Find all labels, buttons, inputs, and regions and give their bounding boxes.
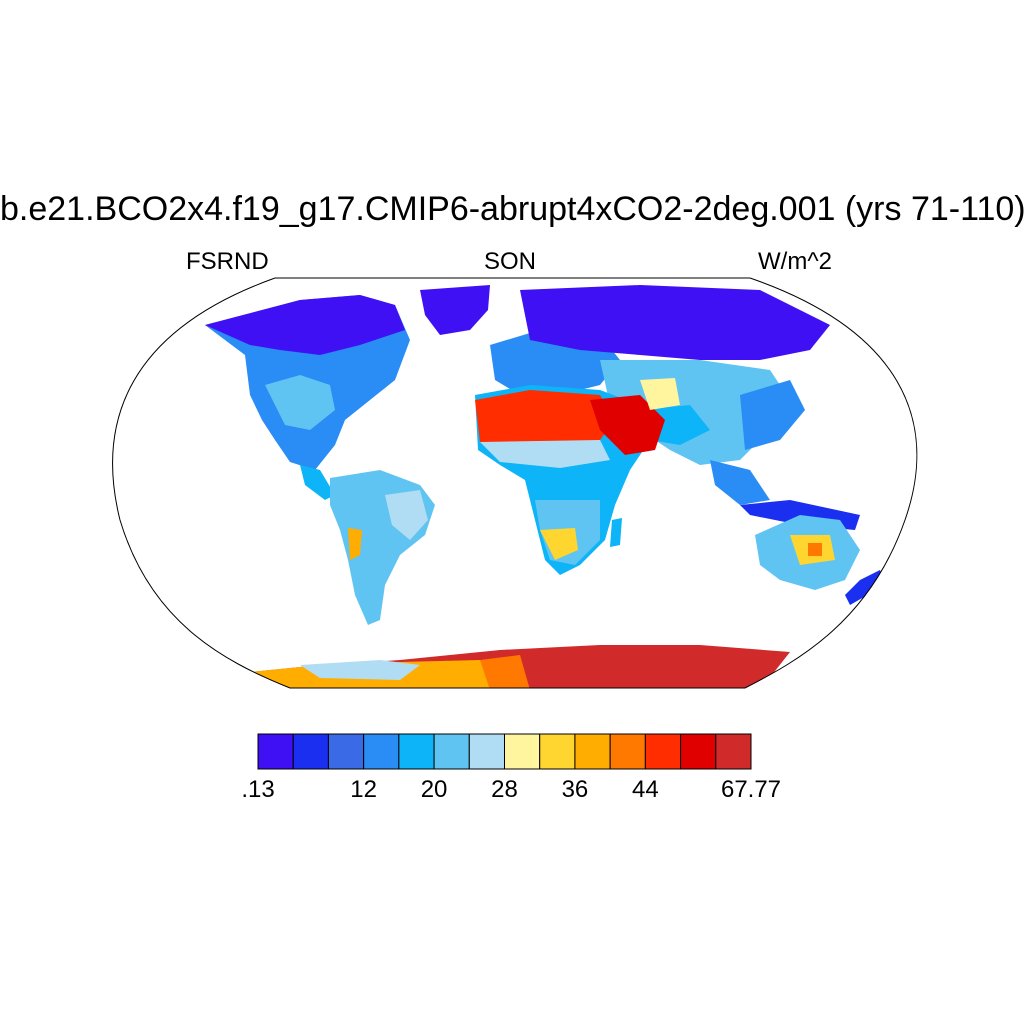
colorbar-box [574,733,611,770]
colorbar-box [504,733,541,770]
colorbar-box [327,733,365,770]
colorbar-tick-label: 12 [350,776,377,803]
north-america-midwest [265,375,335,430]
colorbar-tick-label: 36 [561,776,589,803]
map-outline [112,277,918,689]
colorbar-box [292,733,329,770]
colorbar-tick-label: 20 [420,776,448,803]
colorbar-box [609,733,646,770]
central-america [300,465,335,500]
colorbar-box [468,733,505,770]
colorbar-box [644,733,682,770]
variable-label: FSRND [186,248,269,275]
siberia [520,285,830,360]
units-label: W/m^2 [758,248,832,275]
map-title: b.e21.BCO2x4.f19_g17.CMIP6-abrupt4xCO2-2… [0,190,1024,228]
andes [348,528,362,560]
colorbar-tick-label: .13 [241,776,275,803]
iran [640,378,680,410]
colorbar-box [398,733,435,770]
sahel [480,440,610,468]
antarctic-peninsula [300,660,420,680]
kalahari [540,528,578,560]
ross-sea-coast [480,655,530,688]
south-america-east [385,490,428,540]
colorbar-tick-label: 67.77 [720,776,782,803]
colorbar-tick-label: 28 [491,776,518,803]
north-america-north [205,295,405,355]
colorbar [257,733,752,770]
land-fields [205,285,885,688]
new-zealand [845,570,885,605]
madagascar [610,518,622,547]
colorbar-box [715,733,752,770]
colorbar-box [257,733,294,770]
southeast-asia [710,460,770,505]
colorbar-box [539,733,576,770]
colorbar-box [680,733,717,770]
east-asia [740,380,805,450]
colorbar-box [433,733,470,770]
sahara [475,390,615,450]
season-label: SON [484,248,537,275]
australia-core [808,543,822,556]
greenland [420,285,490,335]
colorbar-box [363,733,400,770]
arabia [590,395,665,455]
colorbar-tick-label: 44 [631,776,659,803]
